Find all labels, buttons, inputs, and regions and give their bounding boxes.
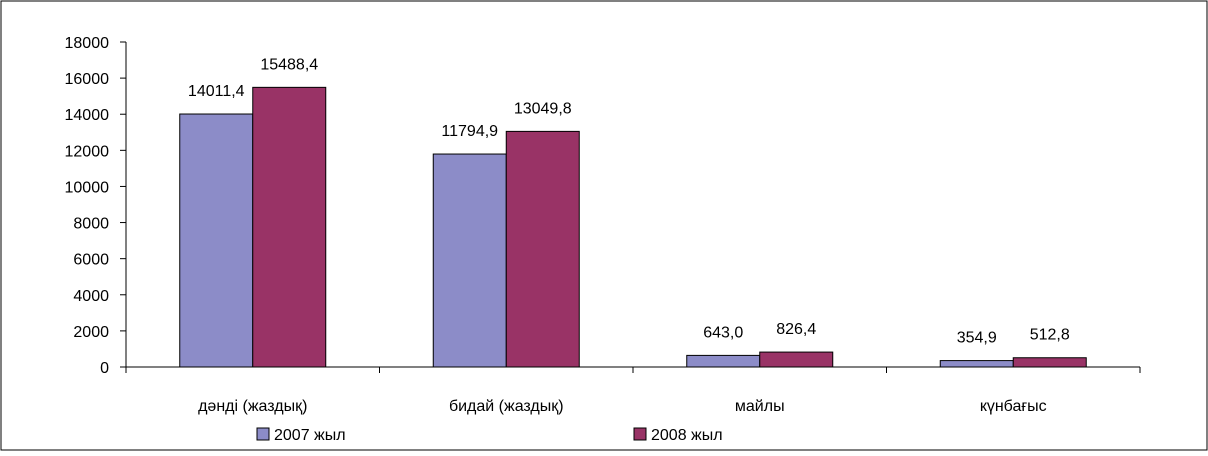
data-labels: 14011,4 11794,9 643,0 354,9 15488,4 13049,8 82…	[188, 56, 1070, 346]
y-tick-label: 12000	[65, 143, 110, 160]
bar-1-3	[686, 354, 761, 368]
bar-2-1	[252, 86, 327, 368]
data-label: 15488,4	[260, 56, 318, 73]
y-tick-label: 8000	[73, 216, 109, 233]
data-label: 11794,9	[441, 123, 498, 140]
y-tick-label: 6000	[73, 252, 109, 269]
data-label: 14011,4	[188, 83, 245, 100]
legend-swatch	[633, 427, 647, 441]
data-label: 826,4	[776, 321, 816, 338]
x-tick-label: майлы	[735, 398, 785, 415]
legend-swatch	[256, 427, 270, 441]
data-label: 354,9	[957, 330, 997, 347]
legend: 2007 жыл 2008 жыл	[256, 427, 723, 444]
x-axis: дәнді (жаздық) бидай (жаздық) майлы күнбағы…	[125, 366, 1141, 415]
y-tick-label: 10000	[65, 179, 110, 196]
y-tick-label: 4000	[73, 288, 109, 305]
y-tick-label: 14000	[65, 107, 110, 124]
bar-2-2	[505, 130, 580, 368]
x-tick-label: бидай (жаздық)	[449, 398, 564, 415]
x-tick-label: дәнді (жаздық)	[198, 398, 307, 415]
bar-1-4	[939, 360, 1014, 368]
y-tick-label: 2000	[73, 324, 109, 341]
bar-1-1	[179, 113, 254, 368]
y-tick-label: 0	[100, 360, 109, 377]
bar-2-3	[759, 351, 834, 368]
bars	[179, 86, 1087, 368]
x-tick-label: күнбағыс	[980, 398, 1047, 415]
legend-label: 2008 жыл	[651, 427, 723, 444]
y-tick-label: 16000	[65, 71, 110, 88]
data-label: 643,0	[703, 324, 743, 341]
data-label: 512,8	[1030, 327, 1070, 344]
bar-2-4	[1012, 357, 1087, 368]
y-tick-label: 18000	[65, 35, 110, 52]
data-label: 13049,8	[514, 100, 572, 117]
legend-label: 2007 жыл	[274, 427, 346, 444]
y-axis: 0 2000 4000 6000 8000 10000 12000 14000 16000 180…	[65, 35, 127, 377]
bar-1-2	[432, 153, 507, 368]
